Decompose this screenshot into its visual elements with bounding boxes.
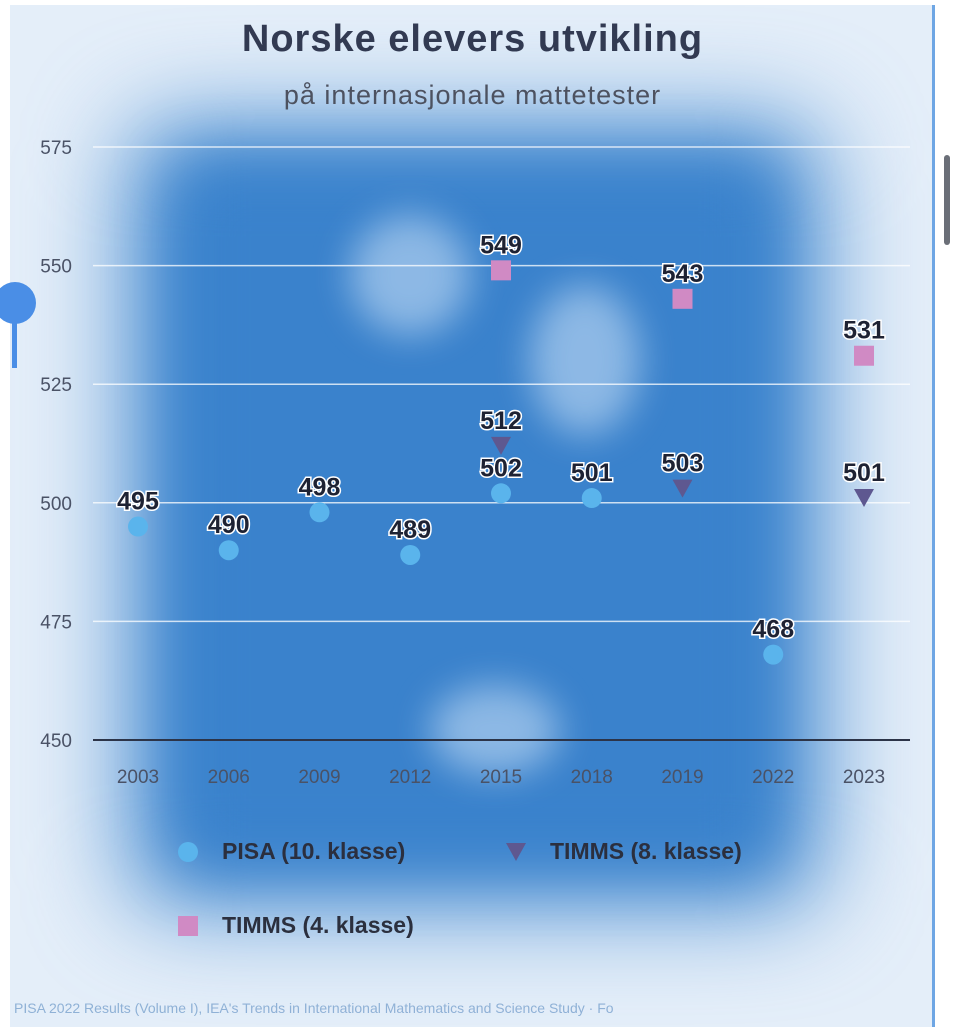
y-tick-label: 550 [40,257,72,278]
data-label: 498 [299,473,341,501]
x-tick-label: 2006 [208,767,250,788]
background-ghost-shape [430,685,560,775]
legend-label-pisa: PISA (10. klasse) [222,838,406,864]
chart-title: Norske elevers utvikling [241,18,704,60]
x-tick-label: 2012 [389,767,431,788]
data-label: 489 [389,516,431,544]
circle-marker-icon [178,841,198,862]
legend-item-pisa[interactable]: PISA (10. klasse) [178,838,405,865]
data-label: 502 [480,454,522,482]
chart-subtitle: på internasjonale mattetester [283,80,662,110]
slider-handle[interactable] [0,282,36,324]
background-ghost-shape [530,285,640,435]
timms4-point [491,260,511,281]
x-tick-label: 2019 [661,767,703,788]
legend-label-timms4: TIMMS (4. klasse) [222,912,414,938]
data-label: 512 [480,407,522,435]
x-tick-label: 2022 [752,767,794,788]
pisa-point [309,502,330,523]
data-label: 549 [480,231,522,259]
y-tick-label: 525 [40,375,72,396]
data-label: 543 [662,260,704,288]
data-label: 495 [117,488,159,516]
square-marker-icon [178,915,198,936]
legend-item-timms4[interactable]: TIMMS (4. klasse) [178,912,414,939]
y-tick-label: 575 [40,138,72,159]
data-label: 468 [752,616,794,644]
source-note: PISA 2022 Results (Volume I), IEA's Tren… [14,1000,614,1016]
y-tick-label: 475 [40,612,72,633]
triangle-marker-icon [506,842,526,861]
pisa-point [763,644,784,665]
y-tick-label: 450 [40,731,72,752]
scrollbar[interactable] [944,155,950,245]
x-tick-label: 2018 [571,767,613,788]
pisa-point [218,540,239,561]
legend-label-timms8: TIMMS (8. klasse) [550,838,742,864]
data-label: 501 [843,459,885,487]
pisa-point [128,516,148,537]
data-label: 501 [571,459,613,487]
x-tick-label: 2009 [298,767,340,788]
timms8-point [854,489,874,508]
data-label: 531 [843,317,885,345]
frame-edge [932,5,935,1027]
data-label: 490 [208,511,250,539]
slider-track[interactable] [12,310,17,368]
y-tick-label: 500 [40,494,72,515]
x-tick-label: 2015 [480,767,522,788]
timms8-point [491,436,511,455]
pisa-point [581,488,602,509]
x-tick-label: 2003 [117,767,159,788]
background-ghost-shape [350,215,470,335]
legend-item-timms8[interactable]: TIMMS (8. klasse) [506,838,742,865]
timms4-point [672,288,693,309]
x-tick-label: 2023 [843,767,885,788]
data-label: 503 [662,450,704,478]
timms4-point [854,345,874,366]
pisa-point [400,544,421,565]
pisa-point [491,483,511,504]
timms8-point [672,479,693,498]
chart-frame [10,5,935,1027]
